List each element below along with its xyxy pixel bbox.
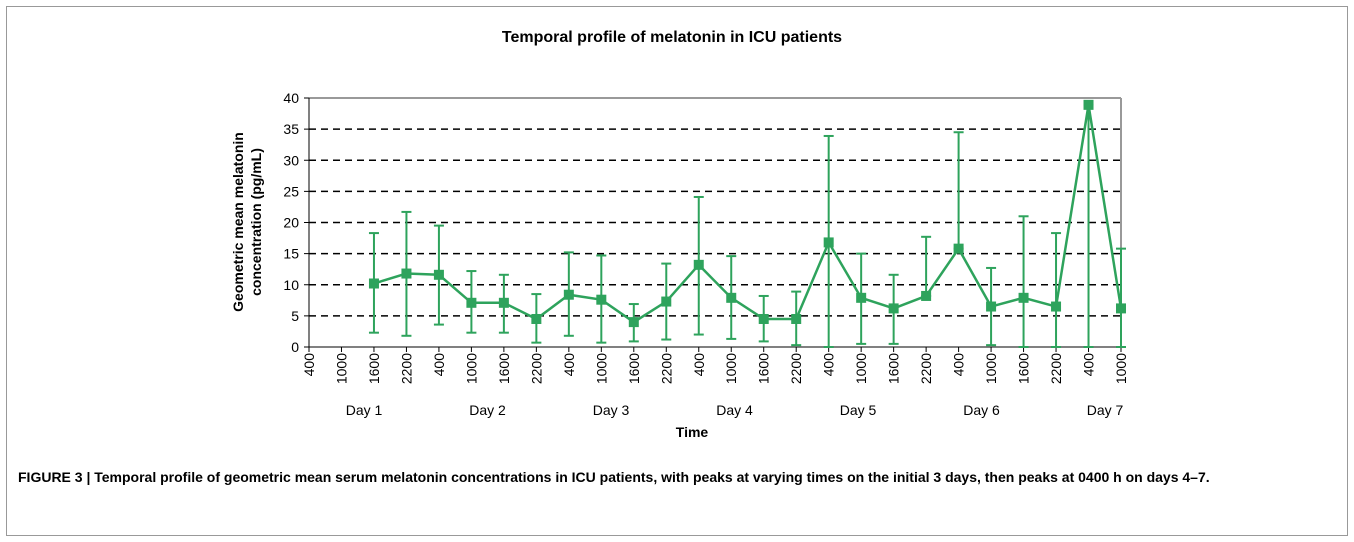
- x-tick-label: 2200: [528, 353, 544, 384]
- x-tick-label: 400: [951, 353, 967, 377]
- marker: [986, 301, 997, 312]
- x-tick-label: 1000: [1113, 353, 1129, 384]
- x-tick-label: 1600: [886, 353, 902, 384]
- marker: [823, 237, 834, 248]
- x-tick-label: 1600: [1016, 353, 1032, 384]
- x-tick-label: 1600: [366, 353, 382, 384]
- x-tick-label: 2200: [398, 353, 414, 384]
- x-tick-label: 400: [431, 353, 447, 377]
- x-axis-label: Time: [676, 424, 709, 440]
- y-tick-label: 15: [283, 246, 299, 262]
- x-tick-label: 1600: [496, 353, 512, 384]
- x-tick-label: 1000: [593, 353, 609, 384]
- x-tick-label: 400: [821, 353, 837, 377]
- x-tick-label: 1000: [853, 353, 869, 384]
- y-tick-label: 25: [283, 183, 299, 199]
- y-axis-label: Geometric mean melatonin: [230, 132, 246, 312]
- y-tick-label: 5: [291, 308, 299, 324]
- x-tick-label: 2200: [658, 353, 674, 384]
- marker: [368, 278, 379, 289]
- x-tick-label: 1600: [756, 353, 772, 384]
- marker: [531, 313, 542, 324]
- marker: [466, 297, 477, 308]
- marker: [726, 292, 737, 303]
- y-tick-label: 40: [283, 90, 299, 106]
- group-label: Day 5: [840, 402, 877, 418]
- marker: [791, 313, 802, 324]
- y-tick-label: 20: [283, 215, 299, 231]
- x-tick-label: 1000: [333, 353, 349, 384]
- marker: [433, 269, 444, 280]
- marker: [758, 313, 769, 324]
- marker: [921, 290, 932, 301]
- caption: FIGURE 3 | Temporal profile of geometric…: [18, 469, 1210, 485]
- x-tick-label: 1000: [723, 353, 739, 384]
- marker: [628, 317, 639, 328]
- group-label: Day 2: [469, 402, 506, 418]
- marker: [1116, 303, 1126, 314]
- group-label: Day 3: [593, 402, 630, 418]
- x-tick-label: 1000: [983, 353, 999, 384]
- y-tick-label: 30: [283, 152, 299, 168]
- x-tick-label: 400: [691, 353, 707, 377]
- marker: [953, 243, 964, 254]
- figure: [6, 6, 1348, 536]
- group-label: Day 1: [346, 402, 383, 418]
- x-tick-label: 400: [561, 353, 577, 377]
- marker: [563, 289, 574, 300]
- x-tick-label: 2200: [1048, 353, 1064, 384]
- chart: Temporal profile of melatonin in ICU pat…: [230, 29, 1129, 440]
- x-tick-label: 1600: [626, 353, 642, 384]
- marker: [888, 303, 899, 314]
- x-tick-label: 2200: [918, 353, 934, 384]
- y-axis-label: concentration (pg/mL): [248, 148, 264, 296]
- group-label: Day 6: [963, 402, 1000, 418]
- chart-title: Temporal profile of melatonin in ICU pat…: [502, 29, 842, 46]
- marker: [401, 268, 412, 279]
- marker: [1083, 99, 1094, 110]
- marker: [1018, 292, 1029, 303]
- group-label: Day 7: [1087, 402, 1124, 418]
- x-tick-label: 400: [1081, 353, 1097, 377]
- marker: [661, 296, 672, 307]
- x-tick-label: 2200: [788, 353, 804, 384]
- series-line: [373, 104, 1123, 324]
- marker: [856, 292, 867, 303]
- marker: [596, 294, 607, 305]
- y-tick-label: 35: [283, 121, 299, 137]
- marker: [1051, 301, 1062, 312]
- y-tick-label: 0: [291, 339, 299, 355]
- x-tick-label: 1000: [463, 353, 479, 384]
- group-label: Day 4: [716, 402, 753, 418]
- marker: [498, 297, 509, 308]
- marker: [693, 259, 704, 270]
- x-tick-label: 400: [301, 353, 317, 377]
- y-tick-label: 10: [283, 277, 299, 293]
